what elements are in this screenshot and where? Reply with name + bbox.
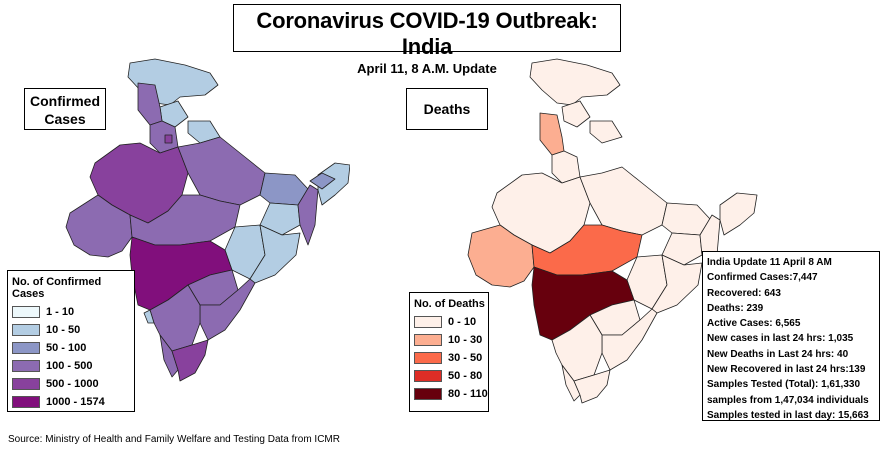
legend-item: 500 - 1000 bbox=[8, 375, 134, 393]
legend-label: 0 - 10 bbox=[448, 316, 477, 328]
info-line: Samples Tested (Total): 1,61,330 bbox=[707, 379, 861, 391]
india-update-info-box: India Update 11 April 8 AM Confirmed Case… bbox=[702, 251, 880, 421]
region-jammu-kashmir bbox=[529, 58, 621, 106]
legend-label: 80 - 110 bbox=[448, 388, 488, 400]
legend-swatch bbox=[414, 352, 442, 364]
region-odisha bbox=[651, 254, 703, 314]
region-northeast bbox=[719, 192, 758, 236]
legend-label: 10 - 50 bbox=[46, 324, 81, 336]
legend-swatch bbox=[12, 378, 40, 390]
region-punjab bbox=[539, 112, 565, 156]
legend-item: 100 - 500 bbox=[8, 357, 134, 375]
legend-label: 1000 - 1574 bbox=[46, 396, 105, 408]
legend-item: 1 - 10 bbox=[8, 303, 134, 321]
region-delhi bbox=[164, 134, 173, 144]
confirmed-cases-legend: No. of Confirmed Cases 1 - 10 10 - 50 50 -… bbox=[7, 270, 135, 412]
legend-label: 50 - 100 bbox=[46, 342, 87, 354]
page-title: Coronavirus COVID-19 Outbreak: India bbox=[256, 8, 598, 59]
region-tamil-nadu bbox=[171, 339, 209, 382]
region-jharkhand bbox=[259, 202, 301, 236]
region-west-bengal bbox=[297, 184, 319, 246]
legend-item: 10 - 50 bbox=[8, 321, 134, 339]
legend-item: 80 - 110 bbox=[410, 385, 488, 403]
info-line: Deaths: 239 bbox=[707, 302, 764, 314]
legend-swatch bbox=[12, 306, 40, 318]
info-line: Samples tested in last day: 15,663 bbox=[707, 409, 869, 421]
legend-label: 50 - 80 bbox=[448, 370, 483, 382]
legend-label: 30 - 50 bbox=[448, 352, 483, 364]
legend-item: 50 - 80 bbox=[410, 367, 488, 385]
region-karnataka bbox=[551, 314, 603, 382]
legend-item: 1000 - 1574 bbox=[8, 393, 134, 411]
region-kerala bbox=[159, 334, 179, 378]
region-goa bbox=[143, 309, 155, 324]
legend-item: 50 - 100 bbox=[8, 339, 134, 357]
region-gujarat bbox=[65, 194, 133, 258]
legend-label: 500 - 1000 bbox=[46, 378, 99, 390]
info-line: New Deaths in Last 24 hrs: 40 bbox=[707, 348, 849, 360]
region-odisha bbox=[249, 224, 301, 284]
legend-swatch bbox=[414, 316, 442, 328]
region-northeast bbox=[317, 162, 350, 206]
region-karnataka bbox=[149, 284, 201, 352]
info-line: New cases in last 24 hrs: 1,035 bbox=[707, 333, 854, 345]
region-uttarakhand bbox=[589, 120, 623, 144]
legend-label: 100 - 500 bbox=[46, 360, 93, 372]
region-himachal bbox=[561, 100, 591, 128]
info-line: Recovered: 643 bbox=[707, 287, 781, 299]
legend-title: No. of Confirmed Cases bbox=[12, 276, 102, 300]
legend-swatch bbox=[414, 370, 442, 382]
region-andhra-pradesh bbox=[199, 278, 256, 341]
source-note: Source: Ministry of Health and Family We… bbox=[8, 434, 340, 445]
legend-swatch bbox=[414, 334, 442, 346]
legend-item: 30 - 50 bbox=[410, 349, 488, 367]
legend-label: 10 - 30 bbox=[448, 334, 483, 346]
legend-swatch bbox=[12, 396, 40, 408]
region-jharkhand bbox=[661, 232, 703, 266]
legend-swatch bbox=[12, 324, 40, 336]
legend-title: No. of Deaths bbox=[414, 298, 485, 310]
info-line: Confirmed Cases:7,447 bbox=[707, 272, 818, 284]
legend-swatch bbox=[12, 360, 40, 372]
legend-swatch bbox=[414, 388, 442, 400]
info-line: Active Cases: 6,565 bbox=[707, 318, 801, 330]
region-tamil-nadu bbox=[573, 369, 611, 404]
info-line: New Recovered in last 24 hrs:139 bbox=[707, 364, 866, 376]
legend-item: 10 - 30 bbox=[410, 331, 488, 349]
deaths-map-label: Deaths bbox=[406, 88, 488, 130]
region-gujarat bbox=[467, 224, 535, 288]
info-line: India Update 11 April 8 AM bbox=[707, 257, 832, 268]
legend-label: 1 - 10 bbox=[46, 306, 75, 318]
legend-item: 0 - 10 bbox=[410, 313, 488, 331]
region-assam bbox=[309, 172, 336, 190]
deaths-map bbox=[467, 58, 758, 404]
region-kerala bbox=[561, 364, 581, 402]
title-box: Coronavirus COVID-19 Outbreak: India Apr… bbox=[233, 4, 621, 76]
page-subtitle: April 11, 8 A.M. Update bbox=[357, 61, 497, 76]
legend-swatch bbox=[12, 342, 40, 354]
confirmed-cases-map bbox=[65, 58, 350, 382]
deaths-legend: No. of Deaths 0 - 10 10 - 30 30 - 50 50 - 8… bbox=[409, 292, 489, 412]
confirmed-map-label: Confirmed Cases bbox=[24, 88, 106, 130]
region-andhra-pradesh bbox=[601, 308, 658, 371]
info-line: samples from 1,47,034 individuals bbox=[707, 394, 869, 406]
